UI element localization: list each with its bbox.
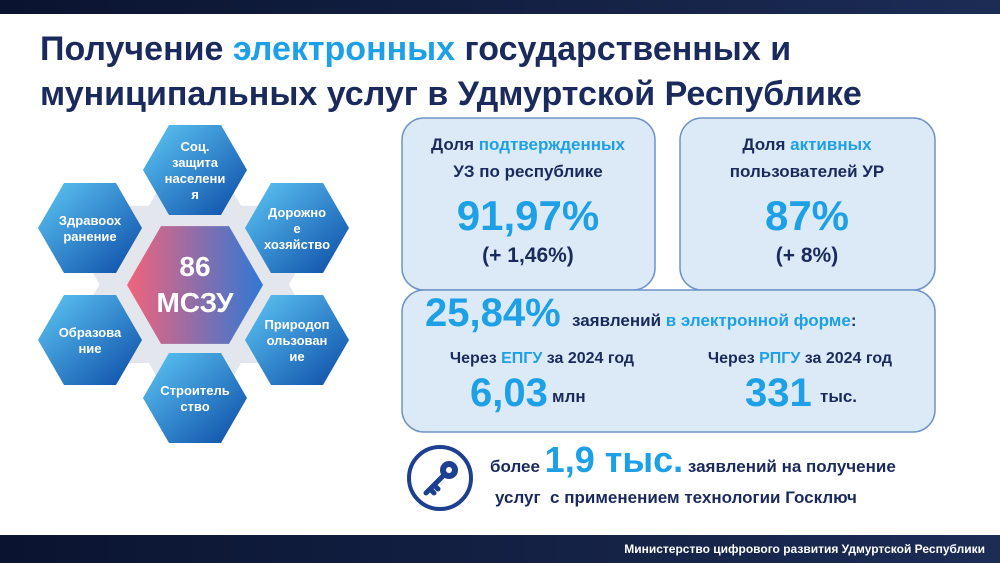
sector-label: я	[191, 187, 199, 202]
sector-label: ство	[180, 399, 209, 414]
sector-label: ие	[289, 349, 304, 364]
text-line: заявлений в электронной форме:	[572, 311, 857, 330]
text-segment: Через	[450, 350, 501, 367]
sector-label: Образова	[59, 325, 122, 340]
card-change: (+ 8%)	[776, 244, 838, 267]
sector-label: ользован	[267, 333, 328, 348]
highlight: ЕПГУ	[501, 350, 543, 367]
card-value: 87%	[765, 192, 849, 239]
sector-label: ранение	[63, 229, 116, 244]
sector-label: ние	[78, 341, 101, 356]
sector-label: е	[293, 221, 300, 236]
sector-hex	[245, 295, 349, 385]
text-line: Через ЕПГУ за 2024 год	[450, 350, 634, 367]
goskey-text: услуг с применением технологии Госключ	[495, 488, 857, 507]
sector-label: Соц.	[181, 139, 210, 154]
text-line: более 1,9 тыс. заявлений на получение	[490, 439, 896, 480]
key-icon	[407, 445, 473, 511]
text-segment: за 2024 год	[542, 350, 634, 367]
card-value: 91,97%	[457, 192, 599, 239]
sector-hex	[143, 125, 247, 215]
sector-label: хозяйство	[264, 237, 330, 252]
sector-hex	[143, 353, 247, 443]
sector-label: Строитель	[160, 383, 229, 398]
text-segment: Получение	[40, 30, 233, 68]
sector-label: защита	[172, 155, 219, 170]
sector-hex	[38, 295, 142, 385]
footer-bar	[0, 535, 1000, 563]
highlight: активных	[790, 135, 872, 154]
highlight: 1,9 тыс.	[545, 439, 683, 480]
sector-label: Природоп	[264, 317, 329, 332]
highlight: электронных	[233, 30, 455, 68]
sector-hex	[245, 183, 349, 273]
title-line: муниципальных услуг в Удмуртской Республ…	[40, 75, 862, 113]
text-line: Получение электронных государственных и	[40, 30, 791, 68]
card	[401, 289, 936, 433]
text-line: Доля подтвержденных	[431, 135, 625, 154]
channel-value: 331	[745, 371, 812, 415]
text-line: Через РПГУ за 2024 год	[708, 350, 892, 367]
top-bar	[0, 0, 1000, 14]
card-label: пользователей УР	[730, 162, 884, 181]
card-change: (+ 1,46%)	[482, 244, 574, 267]
text-line: Доля активных	[742, 135, 872, 154]
text-segment: Доля	[742, 135, 790, 154]
center-label: МСЗУ	[156, 287, 234, 318]
sector-label: Дорожно	[268, 205, 326, 220]
text-segment: государственных и	[455, 30, 791, 68]
text-segment: Доля	[431, 135, 479, 154]
highlight: в электронной форме	[666, 311, 851, 330]
text-segment: заявлений на получение	[683, 457, 896, 476]
text-segment: заявлений	[572, 311, 666, 330]
center-number: 86	[179, 251, 210, 282]
sector-hex	[38, 183, 142, 273]
sector-label: Здравоох	[59, 213, 122, 228]
highlight: РПГУ	[759, 350, 801, 367]
highlight: подтвержденных	[479, 135, 626, 154]
text-segment: за 2024 год	[800, 350, 892, 367]
channel-value: 6,03	[470, 371, 548, 415]
text-segment: Через	[708, 350, 759, 367]
card-label: УЗ по республике	[453, 162, 602, 181]
text-segment: более	[490, 457, 545, 476]
channel-unit: тыс.	[820, 387, 857, 406]
applications-value: 25,84%	[425, 291, 561, 335]
footer: Министерство цифрового развития Удмуртск…	[624, 542, 985, 556]
sector-label: населени	[165, 171, 226, 186]
channel-unit: млн	[552, 387, 586, 406]
text-segment: :	[851, 311, 857, 330]
center-hex	[127, 226, 263, 344]
